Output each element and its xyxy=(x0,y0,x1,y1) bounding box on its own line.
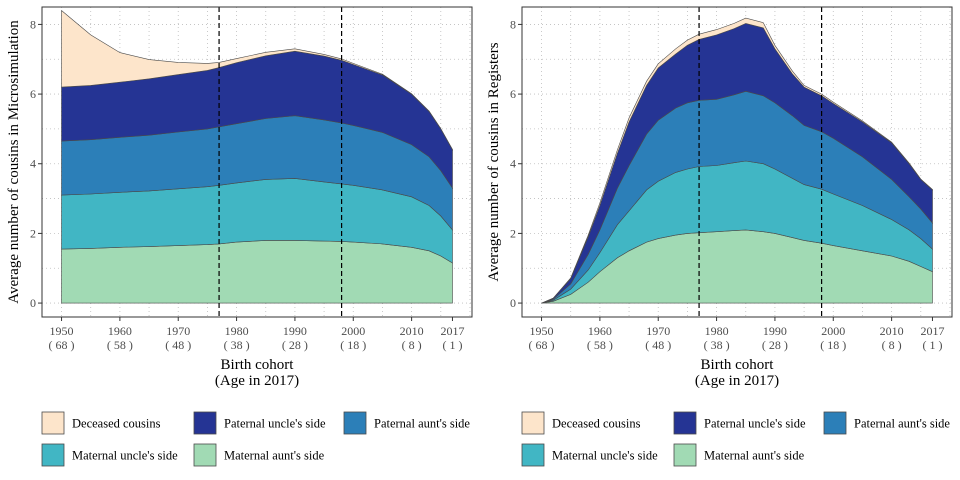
x-tick-age-label: ( 1 ) xyxy=(922,338,942,352)
y-tick-label: 0 xyxy=(510,296,516,310)
x-tick-age-label: ( 58 ) xyxy=(107,338,133,352)
legend-label: Maternal aunt's side xyxy=(704,449,805,463)
x-tick-age-label: ( 48 ) xyxy=(165,338,191,352)
x-tick-label: 1960 xyxy=(588,324,612,338)
y-tick-label: 8 xyxy=(510,17,516,31)
x-tick-age-label: ( 8 ) xyxy=(882,338,902,352)
y-tick-label: 4 xyxy=(510,157,516,171)
y-axis-title: Average number of cousins in Microsimula… xyxy=(6,20,22,304)
y-tick-label: 0 xyxy=(30,296,36,310)
highlight-band xyxy=(219,7,342,317)
legend-swatch xyxy=(673,443,697,467)
panel-border xyxy=(521,6,953,318)
legend-label: Maternal uncle's side xyxy=(552,449,658,463)
legend-item-paternal-aunt-s-side: Paternal aunt's side xyxy=(823,411,950,435)
area-deceased-cousins xyxy=(61,9,453,151)
legend: Deceased cousins Paternal uncle's side Pat… xyxy=(521,411,950,467)
legend-label: Paternal aunt's side xyxy=(374,417,470,431)
legend-item-paternal-uncle-s-side: Paternal uncle's side xyxy=(673,411,806,435)
legend-item-maternal-aunt-s-side: Maternal aunt's side xyxy=(673,443,805,467)
legend-swatch xyxy=(521,443,545,467)
legend-swatch xyxy=(41,411,65,435)
legend-swatch xyxy=(41,443,65,467)
x-axis-subtitle: (Age in 2017) xyxy=(695,373,779,389)
x-tick-label: 1950 xyxy=(50,324,74,338)
x-tick-age-label: ( 48 ) xyxy=(645,338,671,352)
legend-label: Deceased cousins xyxy=(72,417,161,431)
x-tick-label: 1970 xyxy=(166,324,190,338)
area-deceased-cousins xyxy=(541,17,933,304)
y-tick-label: 2 xyxy=(30,226,36,240)
x-tick-label: 2010 xyxy=(880,324,904,338)
x-tick-age-label: ( 8 ) xyxy=(402,338,422,352)
y-tick-label: 6 xyxy=(30,87,36,101)
area-series-group xyxy=(541,17,933,304)
x-tick-age-label: ( 38 ) xyxy=(224,338,250,352)
legend-label: Paternal aunt's side xyxy=(854,417,950,431)
legend-swatch xyxy=(193,411,217,435)
x-tick-label: 1960 xyxy=(108,324,132,338)
x-tick-age-label: ( 1 ) xyxy=(442,338,462,352)
highlight-band xyxy=(699,7,822,317)
x-tick-label: 1950 xyxy=(530,324,554,338)
legend-item-maternal-uncle-s-side: Maternal uncle's side xyxy=(521,443,658,467)
x-tick-label: 2017 xyxy=(920,324,944,338)
x-tick-label: 1970 xyxy=(646,324,670,338)
x-axis-title: Birth cohort xyxy=(701,357,775,373)
legend-item-deceased-cousins: Deceased cousins xyxy=(521,411,641,435)
x-tick-label: 2010 xyxy=(400,324,424,338)
x-tick-age-label: ( 38 ) xyxy=(704,338,730,352)
legend-swatch xyxy=(521,411,545,435)
x-tick-age-label: ( 18 ) xyxy=(340,338,366,352)
x-tick-label: 1980 xyxy=(705,324,729,338)
x-tick-age-label: ( 18 ) xyxy=(820,338,846,352)
legend: Deceased cousins Paternal uncle's side Pat… xyxy=(41,411,470,467)
y-axis-title: Average number of cousins in Registers xyxy=(486,42,502,281)
legend-swatch xyxy=(343,411,367,435)
legend-label: Paternal uncle's side xyxy=(224,417,326,431)
legend-item-paternal-uncle-s-side: Paternal uncle's side xyxy=(193,411,326,435)
legend-item-paternal-aunt-s-side: Paternal aunt's side xyxy=(343,411,470,435)
x-axis-title: Birth cohort xyxy=(221,357,295,373)
legend-swatch xyxy=(823,411,847,435)
legend-swatch xyxy=(193,443,217,467)
x-tick-label: 1990 xyxy=(763,324,787,338)
legend-label: Paternal uncle's side xyxy=(704,417,806,431)
legend-item-maternal-uncle-s-side: Maternal uncle's side xyxy=(41,443,178,467)
legend-label: Maternal aunt's side xyxy=(224,449,325,463)
legend-label: Maternal uncle's side xyxy=(72,449,178,463)
x-tick-age-label: ( 58 ) xyxy=(587,338,613,352)
x-tick-label: 2000 xyxy=(821,324,845,338)
legend-swatch xyxy=(673,411,697,435)
x-tick-label: 1980 xyxy=(225,324,249,338)
area-series-group xyxy=(61,9,453,304)
x-tick-label: 1990 xyxy=(283,324,307,338)
x-axis-subtitle: (Age in 2017) xyxy=(215,373,299,389)
x-tick-age-label: ( 28 ) xyxy=(762,338,788,352)
legend-item-maternal-aunt-s-side: Maternal aunt's side xyxy=(193,443,325,467)
panel-border xyxy=(41,6,473,318)
x-tick-age-label: ( 68 ) xyxy=(529,338,555,352)
y-tick-label: 6 xyxy=(510,87,516,101)
legend-label: Deceased cousins xyxy=(552,417,641,431)
x-tick-label: 2000 xyxy=(341,324,365,338)
x-tick-age-label: ( 68 ) xyxy=(49,338,75,352)
y-tick-label: 8 xyxy=(30,17,36,31)
legend-item-deceased-cousins: Deceased cousins xyxy=(41,411,161,435)
y-tick-label: 4 xyxy=(30,157,36,171)
x-tick-age-label: ( 28 ) xyxy=(282,338,308,352)
y-tick-label: 2 xyxy=(510,226,516,240)
x-tick-label: 2017 xyxy=(440,324,464,338)
